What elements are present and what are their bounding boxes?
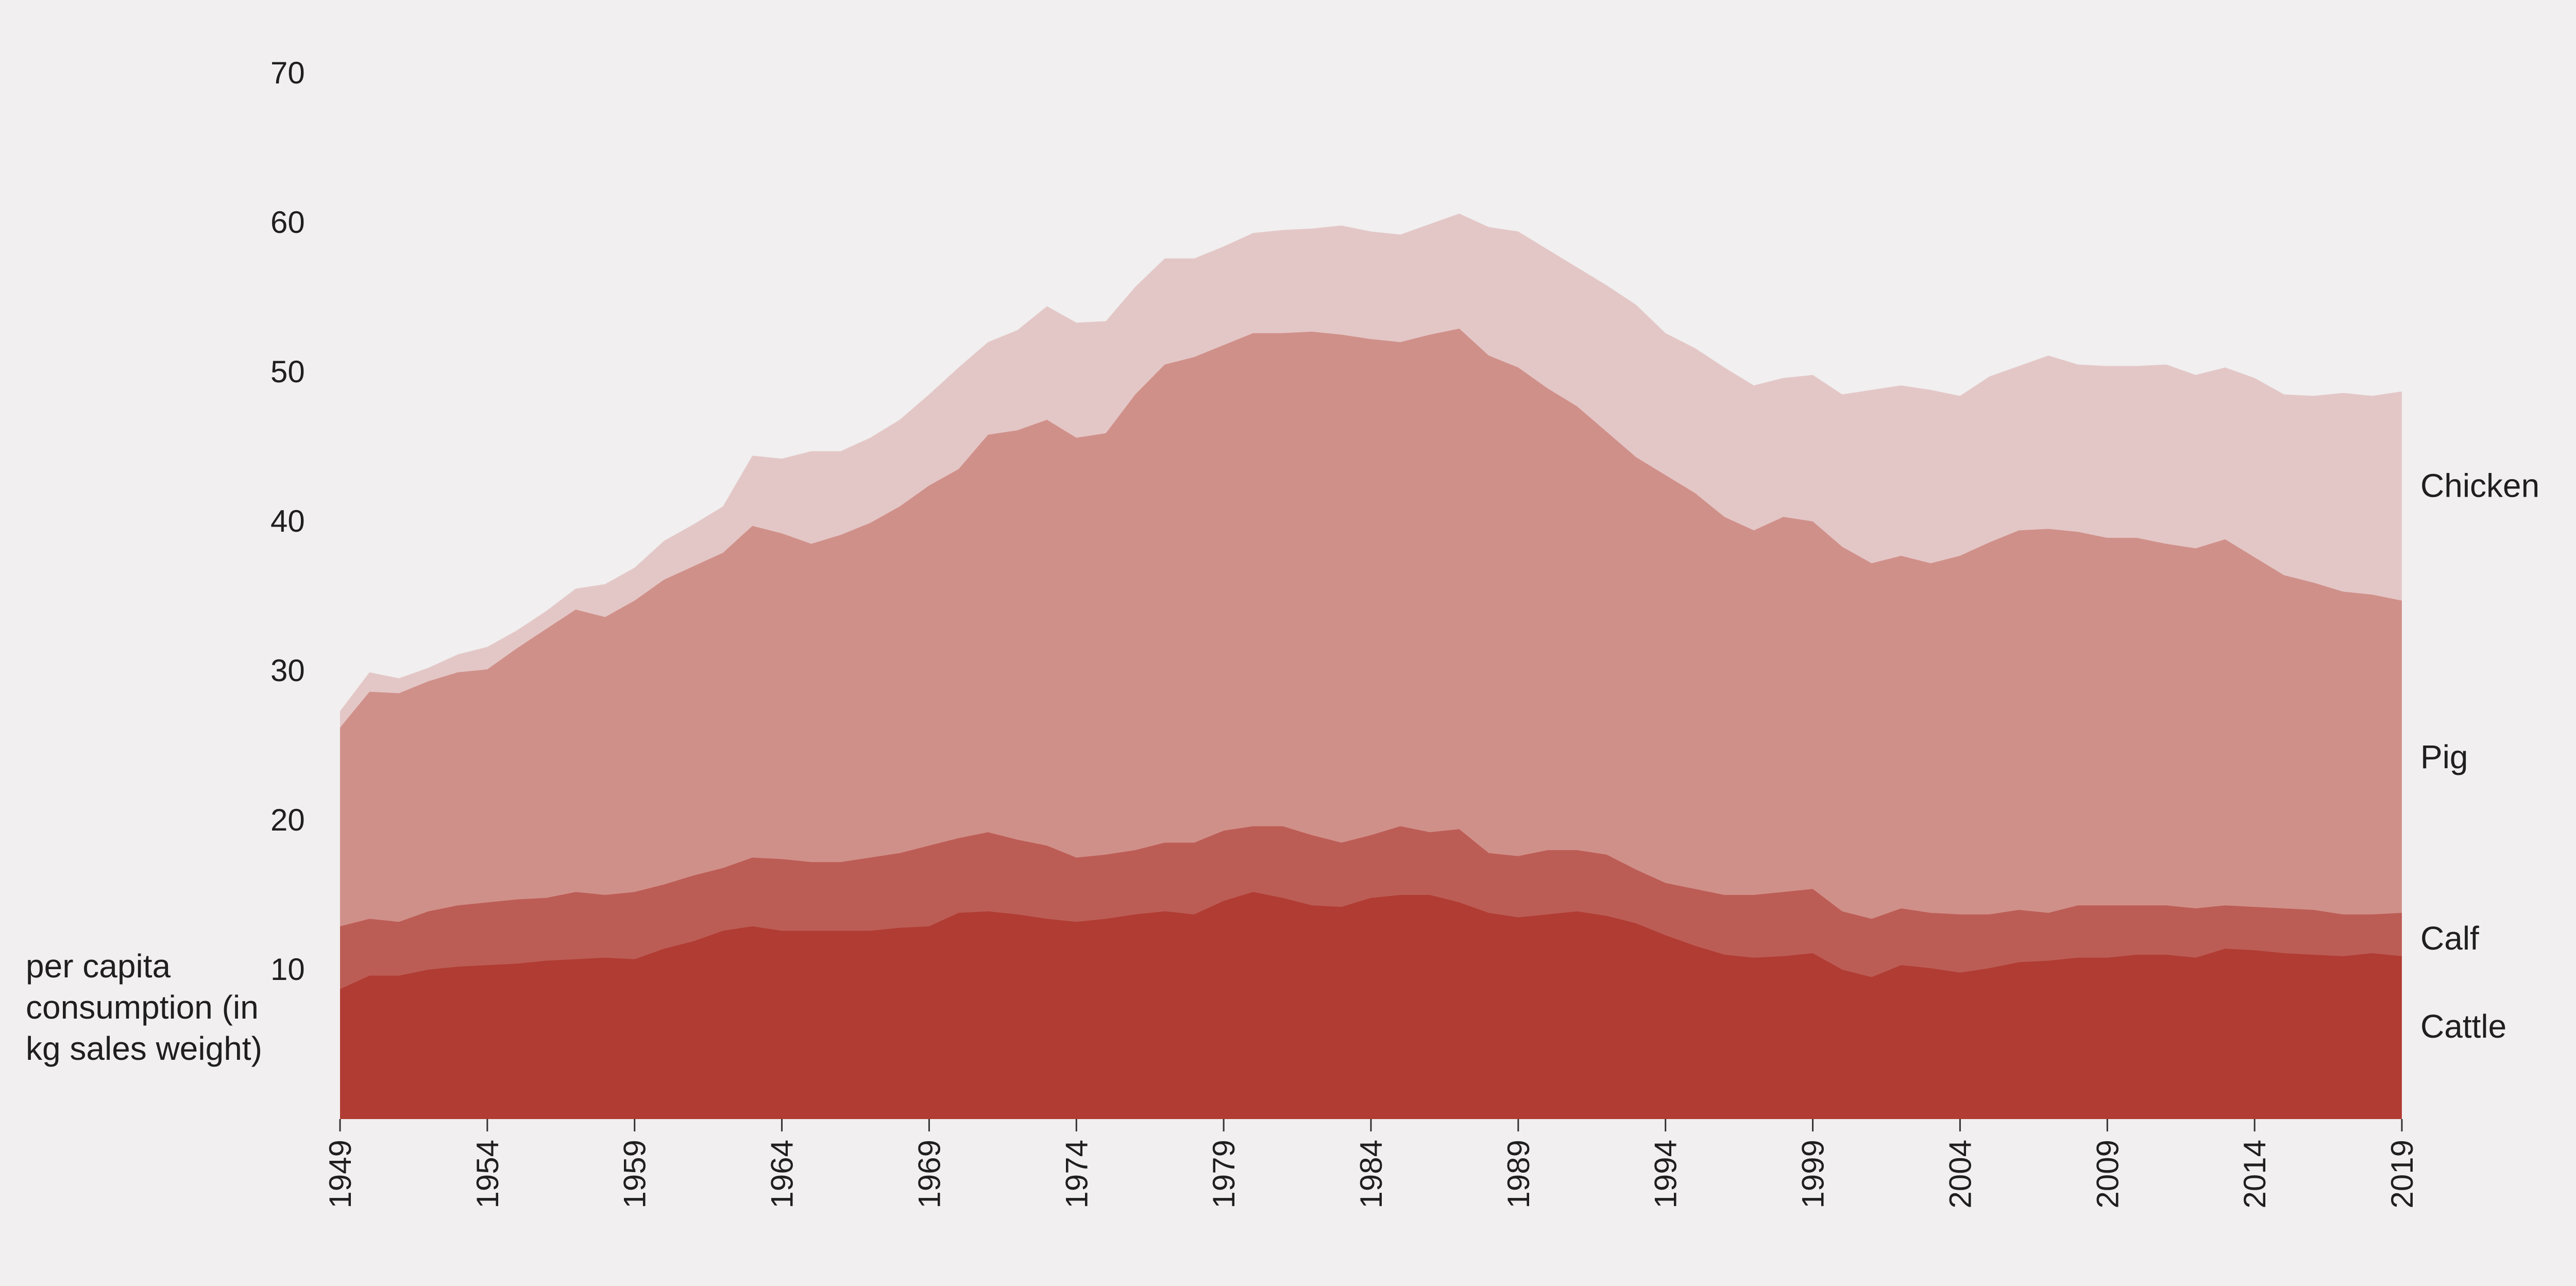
x-tick-label: 2009 [2090, 1140, 2125, 1208]
y-tick-label: 50 [270, 354, 305, 389]
x-tick-label: 2019 [2385, 1140, 2419, 1208]
x-axis-ticks: 1949 1954 1959 1964 1969 1974 1979 1984 1989 1994… [323, 1119, 2419, 1208]
x-tick-label: 2014 [2238, 1140, 2272, 1208]
x-tick-label: 1959 [618, 1140, 652, 1208]
y-axis-label: per capita consumption (in kg sales weig… [26, 947, 262, 1067]
series-label-pig: Pig [2420, 738, 2468, 775]
x-tick-label: 1989 [1501, 1140, 1536, 1208]
x-tick-label: 1979 [1207, 1140, 1241, 1208]
area-layers [340, 213, 2402, 1120]
x-tick-label: 2004 [1943, 1140, 1977, 1208]
x-tick-label: 1994 [1649, 1140, 1683, 1208]
series-label-cattle: Cattle [2420, 1008, 2506, 1045]
x-tick-label: 1984 [1354, 1140, 1388, 1208]
series-labels: Cattle Calf Pig Chicken [2420, 467, 2539, 1045]
area-cattle [340, 892, 2402, 1119]
y-tick-label: 30 [270, 653, 305, 688]
x-tick-label: 1999 [1796, 1140, 1831, 1208]
y-axis-ticks: 10 20 30 40 50 60 70 [270, 56, 305, 987]
series-label-chicken: Chicken [2420, 467, 2539, 504]
y-tick-label: 10 [270, 952, 305, 987]
y-tick-label: 20 [270, 803, 305, 837]
series-label-calf: Calf [2420, 920, 2479, 957]
y-tick-label: 70 [270, 56, 305, 90]
x-tick-label: 1969 [912, 1140, 946, 1208]
x-tick-label: 1954 [470, 1140, 505, 1208]
x-tick-label: 1964 [765, 1140, 800, 1208]
x-tick-label: 1949 [323, 1140, 358, 1208]
y-tick-label: 40 [270, 504, 305, 538]
x-tick-label: 1974 [1059, 1140, 1094, 1208]
y-tick-label: 60 [270, 205, 305, 240]
